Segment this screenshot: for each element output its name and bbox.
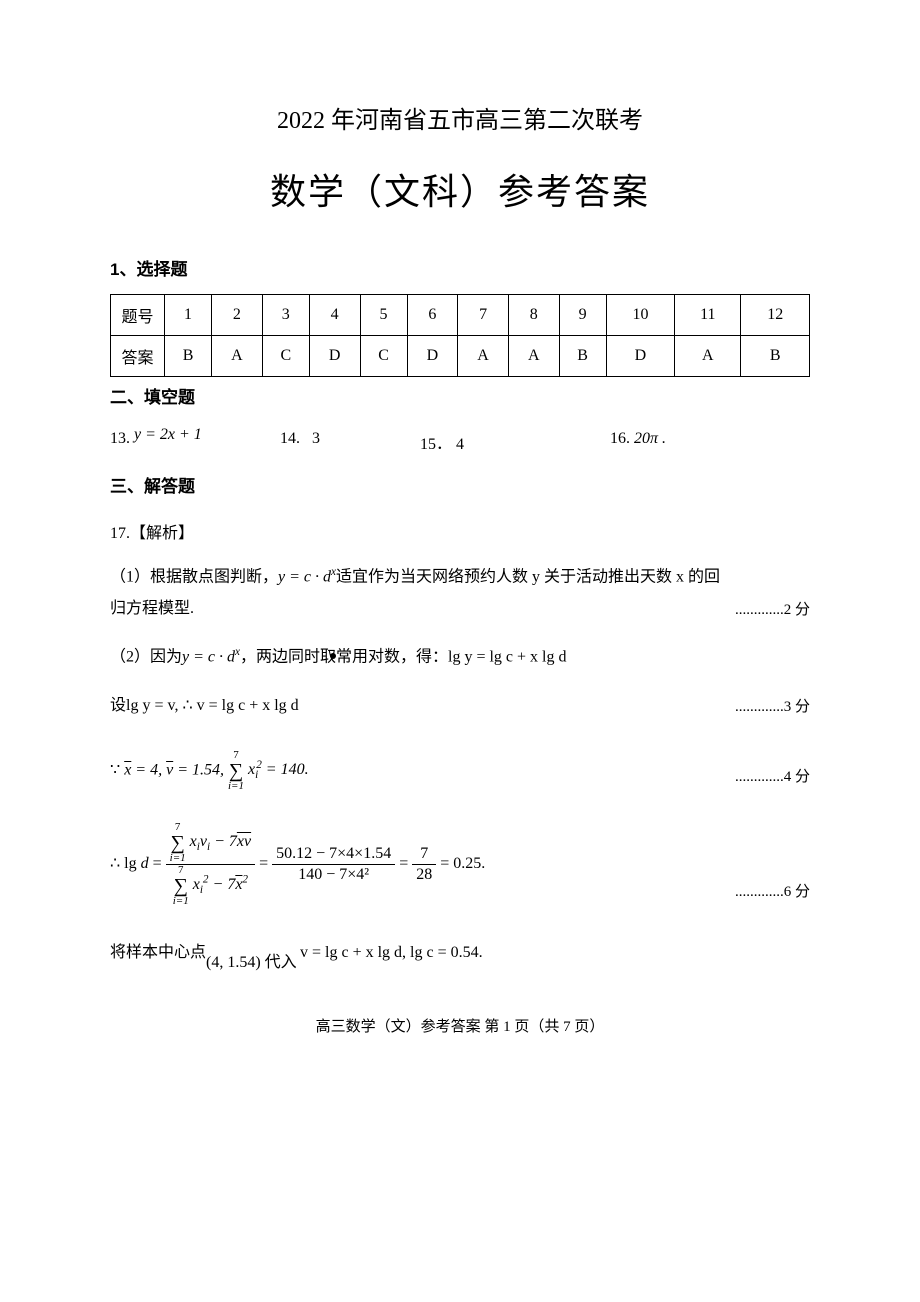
- fill-15: 15． 4: [420, 430, 610, 454]
- ans-9: B: [559, 336, 606, 377]
- col-4: 4: [309, 295, 360, 336]
- p1-text-c: 归方程模型.: [110, 600, 194, 617]
- ans-11: A: [675, 336, 741, 377]
- p3-eq: lg y = v, ∴ v = lg c + x lg d: [126, 697, 299, 714]
- fraction-1: 7 ∑ i=1 xivi − 7xv 7 ∑ i=1 xi2 − 7x2: [166, 822, 255, 907]
- fill-blank-row: 13. y = 2x + 1 14. 3 15． 4 16. 20π .: [110, 430, 810, 454]
- p6-text-a: 将样本中心点: [110, 944, 206, 961]
- p5-mid2-num: 7: [412, 844, 436, 864]
- ans-1: B: [165, 336, 212, 377]
- ans-7: A: [458, 336, 509, 377]
- p5-mid1-den: 140 − 7×4²: [272, 865, 395, 884]
- p6-overlap: (4, 1.54) 代入: [206, 947, 297, 979]
- section-2-heading: 二、填空题: [110, 383, 810, 408]
- q17-p4: ∵ x = 4, v = 1.54, 7 ∑ i=1 xi2 = 140. ..…: [110, 750, 810, 792]
- ans-3: C: [262, 336, 309, 377]
- col-3: 3: [262, 295, 309, 336]
- q16-answer: 20π .: [634, 430, 666, 447]
- ans-6: D: [407, 336, 458, 377]
- exam-subtitle: 2022 年河南省五市高三第二次联考: [110, 100, 810, 135]
- p2-eq1: y = c · d: [182, 649, 235, 666]
- p2-text-a: （2）因为: [110, 649, 182, 666]
- col-9: 9: [559, 295, 606, 336]
- answer-table: 题号 1 2 3 4 5 6 7 8 9 10 11 12 答案 B A C D…: [110, 294, 810, 377]
- q14-label: 14.: [280, 430, 300, 447]
- p5-mid2-den: 28: [412, 865, 436, 884]
- p4-score: .............4 分: [735, 762, 810, 792]
- p5-score: .............6 分: [735, 877, 810, 907]
- col-11: 11: [675, 295, 741, 336]
- table-row: 答案 B A C D C D A A B D A B: [111, 336, 810, 377]
- col-6: 6: [407, 295, 458, 336]
- q17-label: 17.【解析】: [110, 519, 810, 543]
- col-8: 8: [508, 295, 559, 336]
- p4-pre: ∵: [110, 761, 120, 778]
- ans-4: D: [309, 336, 360, 377]
- col-10: 10: [606, 295, 675, 336]
- sum-icon: 7 ∑ i=1: [228, 750, 244, 792]
- q17-p5: ∴ lg d = 7 ∑ i=1 xivi − 7xv 7 ∑ i=1 xi2 …: [110, 822, 810, 907]
- col-5: 5: [360, 295, 407, 336]
- q17-p1: （1）根据散点图判断，y = c · dx适宜作为当天网络预约人数 y 关于活动…: [110, 561, 810, 625]
- fraction-2: 50.12 − 7×4×1.54 140 − 7×4²: [272, 844, 395, 883]
- p1-score: .............2 分: [735, 595, 810, 625]
- q13-answer: y = 2x + 1: [134, 426, 202, 443]
- p1-eq: y = c · d: [278, 568, 331, 585]
- p2-text-b: ，两边同时取常用对数，得：: [240, 649, 448, 666]
- p3-score: .............3 分: [735, 692, 810, 722]
- p5-mid1-num: 50.12 − 7×4×1.54: [272, 844, 395, 864]
- p5-result: = 0.25.: [440, 855, 485, 872]
- q15-label: 15．: [420, 436, 452, 453]
- stray-dot-icon: [330, 653, 336, 659]
- ans-2: A: [212, 336, 263, 377]
- p3-text-a: 设: [110, 697, 126, 714]
- col-2: 2: [212, 295, 263, 336]
- row-label-a: 答案: [111, 336, 165, 377]
- col-1: 1: [165, 295, 212, 336]
- section-1-heading: 1、选择题: [110, 255, 810, 280]
- fill-13: 13. y = 2x + 1: [110, 430, 280, 454]
- fill-14: 14. 3: [280, 430, 420, 454]
- q15-answer: 4: [456, 436, 464, 453]
- q14-answer: 3: [312, 430, 320, 447]
- q17-p2: （2）因为y = c · dx，两边同时取常用对数，得：lg y = lg c …: [110, 641, 810, 673]
- q17-p6: 将样本中心点(4, 1.54) 代入 v = lg c + x lg d, lg…: [110, 937, 810, 969]
- p5-pre: ∴ lg d =: [110, 855, 166, 872]
- fill-16: 16. 20π .: [610, 430, 666, 454]
- col-12: 12: [741, 295, 810, 336]
- p1-text-a: （1）根据散点图判断，: [110, 568, 278, 585]
- q17-p3: 设lg y = v, ∴ v = lg c + x lg d .........…: [110, 690, 810, 722]
- ans-8: A: [508, 336, 559, 377]
- ans-12: B: [741, 336, 810, 377]
- p6-eq: v = lg c + x lg d, lg c = 0.54.: [300, 944, 483, 961]
- page-content: 2022 年河南省五市高三第二次联考 数学（文科）参考答案 1、选择题 题号 1…: [0, 0, 920, 1076]
- p4-sum-top: 7: [228, 750, 244, 761]
- q13-label: 13.: [110, 430, 130, 447]
- exam-title: 数学（文科）参考答案: [110, 163, 810, 215]
- q16-label: 16.: [610, 430, 630, 447]
- p2-eq2: lg y = lg c + x lg d: [448, 649, 566, 666]
- row-label-q: 题号: [111, 295, 165, 336]
- page-footer: 高三数学（文）参考答案 第 1 页（共 7 页）: [110, 985, 810, 1036]
- col-7: 7: [458, 295, 509, 336]
- ans-5: C: [360, 336, 407, 377]
- fraction-3: 7 28: [412, 844, 436, 883]
- p4-sum-bot: i=1: [228, 781, 244, 792]
- p1-text-b: 适宜作为当天网络预约人数 y 关于活动推出天数 x 的回: [336, 568, 720, 585]
- ans-10: D: [606, 336, 675, 377]
- table-row: 题号 1 2 3 4 5 6 7 8 9 10 11 12: [111, 295, 810, 336]
- section-3-heading: 三、解答题: [110, 472, 810, 497]
